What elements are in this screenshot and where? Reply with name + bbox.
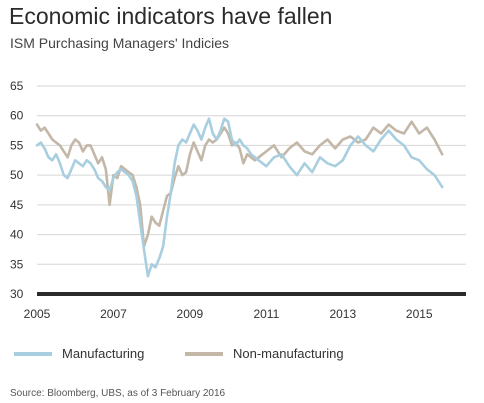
y-tick-label: 65: [10, 79, 24, 93]
y-tick-label: 30: [10, 287, 24, 301]
legend-swatch-manufacturing: [14, 351, 52, 356]
x-tick-label: 2005: [24, 307, 51, 321]
x-axis-ticks: 2005 2007 2009 2011 2013 2015: [24, 307, 433, 321]
chart-title: Economic indicators have fallen: [9, 3, 333, 29]
x-tick-label: 2011: [253, 307, 279, 321]
legend-label-manufacturing: Manufacturing: [62, 346, 145, 361]
x-tick-label: 2007: [100, 307, 127, 321]
grid-lines: [37, 85, 466, 265]
y-tick-label: 60: [10, 109, 24, 123]
y-tick-label: 45: [10, 198, 24, 212]
series-lines: [35, 117, 444, 278]
x-tick-label: 2009: [177, 307, 204, 321]
y-axis-ticks: 30 35 40 45 50 55 60 65: [10, 79, 24, 301]
source-note: Source: Bloomberg, UBS, as of 3 February…: [10, 388, 226, 399]
x-tick-label: 2013: [329, 307, 356, 321]
line-chart: 30 35 40 45 50 55 60 65 2005 2007 2009 2011 2013 201…: [10, 79, 466, 321]
series-line-non-manufacturing: [35, 120, 444, 248]
y-tick-label: 55: [10, 138, 24, 152]
legend-item-manufacturing: Manufacturing: [14, 346, 144, 361]
chart-subtitle: ISM Purchasing Managers' Indicies: [10, 35, 229, 51]
x-tick-label: 2015: [406, 307, 433, 321]
y-tick-label: 40: [10, 228, 24, 242]
y-tick-label: 50: [10, 168, 24, 182]
y-tick-label: 35: [10, 257, 24, 271]
legend-label-non-manufacturing: Non-manufacturing: [233, 346, 344, 361]
series-line-manufacturing: [35, 117, 444, 278]
legend-item-non-manufacturing: Non-manufacturing: [185, 346, 344, 361]
legend-swatch-non-manufacturing: [185, 351, 223, 356]
